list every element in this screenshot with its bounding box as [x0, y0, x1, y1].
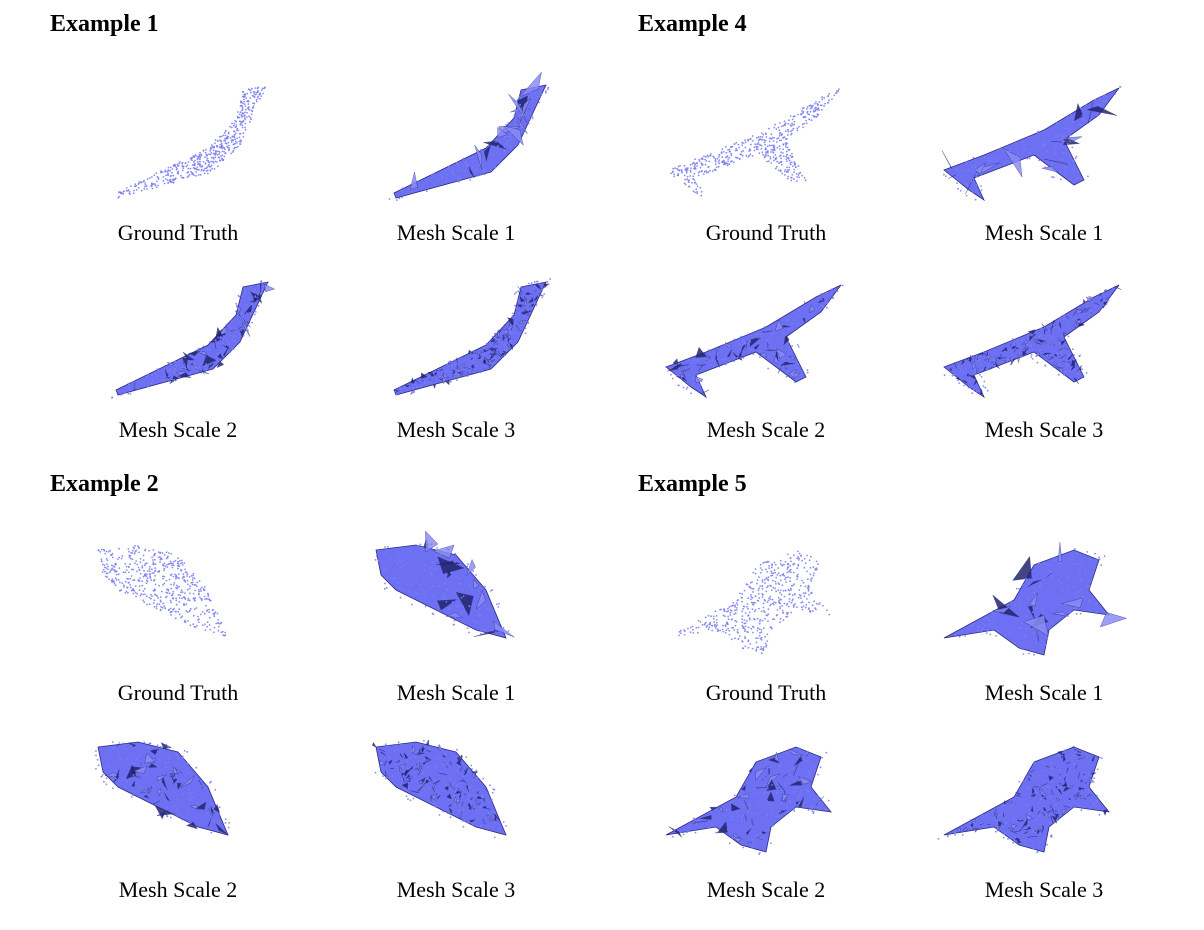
mesh-facets — [104, 741, 228, 835]
mesh-surface — [375, 741, 507, 836]
point-samples — [388, 86, 550, 202]
point-samples — [678, 550, 831, 655]
point-samples — [937, 749, 1103, 854]
mesh-icon — [937, 745, 1110, 854]
point-cloud-render — [58, 520, 298, 670]
example-title: Example 2 — [50, 471, 159, 497]
point-samples — [672, 747, 830, 856]
mesh-render — [58, 257, 298, 407]
mesh-render — [336, 257, 576, 407]
example-block-2: Example 2 Ground Truth Mesh Scale 1 Mesh… — [50, 470, 610, 920]
panel-caption: Mesh Scale 3 — [396, 877, 516, 902]
mesh-icon — [388, 71, 550, 202]
mesh-facets — [949, 285, 1122, 395]
mesh-facets — [992, 542, 1128, 642]
mesh-icon — [111, 280, 276, 399]
panel-caption: Mesh Scale 1 — [984, 680, 1104, 705]
mesh-render — [58, 717, 298, 867]
panel-caption: Mesh Scale 2 — [118, 877, 238, 902]
mesh-icon — [941, 86, 1122, 202]
mesh-render — [924, 717, 1164, 867]
point-cloud-render — [646, 60, 886, 210]
mesh-facets — [371, 739, 500, 830]
point-cloud-icon — [117, 86, 266, 199]
mesh-icon — [371, 739, 507, 839]
example-title: Example 5 — [638, 471, 747, 497]
mesh-surface — [393, 281, 547, 396]
mesh-icon — [943, 542, 1128, 656]
mesh-surface — [115, 281, 269, 396]
panel-caption: Ground Truth — [705, 680, 827, 705]
mesh-render — [646, 717, 886, 867]
mesh-facets — [394, 283, 550, 396]
panel-caption: Mesh Scale 1 — [396, 680, 516, 705]
point-samples — [374, 739, 507, 839]
point-samples — [111, 280, 268, 399]
mesh-render — [924, 257, 1164, 407]
panel-caption: Mesh Scale 1 — [984, 220, 1104, 245]
mesh-render — [336, 520, 576, 670]
mesh-icon — [665, 746, 832, 856]
example-block-1: Example 1 Ground Truth Mesh Scale 1 Mesh… — [50, 10, 610, 460]
panel-caption: Mesh Scale 3 — [396, 417, 516, 442]
example-title: Example 4 — [638, 11, 747, 37]
mesh-surface — [97, 741, 229, 836]
panel-caption: Mesh Scale 1 — [396, 220, 516, 245]
point-cloud-icon — [97, 545, 227, 637]
mesh-surface — [665, 746, 832, 853]
mesh-icon — [95, 741, 231, 836]
point-samples — [670, 284, 844, 395]
example-title: Example 1 — [50, 11, 159, 37]
panel-caption: Mesh Scale 3 — [984, 877, 1104, 902]
mesh-render — [336, 60, 576, 210]
point-samples — [374, 543, 510, 635]
panel-caption: Mesh Scale 2 — [706, 417, 826, 442]
panel-caption: Mesh Scale 2 — [706, 877, 826, 902]
point-samples — [97, 545, 227, 637]
point-cloud-render — [58, 60, 298, 210]
mesh-icon — [665, 284, 844, 399]
mesh-surface — [943, 746, 1110, 853]
mesh-surface — [393, 84, 547, 199]
mesh-render — [336, 717, 576, 867]
mesh-icon — [943, 284, 1122, 399]
point-samples — [394, 278, 552, 396]
point-cloud-icon — [678, 550, 831, 655]
mesh-render — [646, 257, 886, 407]
mesh-icon — [374, 530, 515, 639]
panel-caption: Mesh Scale 3 — [984, 417, 1104, 442]
point-samples — [95, 741, 231, 834]
example-block-5: Example 5 Ground Truth Mesh Scale 1 Mesh… — [638, 470, 1198, 920]
mesh-facets — [423, 530, 515, 638]
mesh-facets — [941, 101, 1117, 195]
panel-caption: Mesh Scale 2 — [118, 417, 238, 442]
point-cloud-icon — [670, 88, 840, 197]
example-block-4: Example 4 Ground Truth Mesh Scale 1 Mesh… — [638, 10, 1198, 460]
panel-caption: Ground Truth — [705, 220, 827, 245]
point-samples — [943, 288, 1114, 394]
panel-caption: Ground Truth — [117, 680, 239, 705]
mesh-render — [924, 60, 1164, 210]
point-samples — [943, 86, 1122, 201]
point-samples — [955, 548, 1106, 656]
mesh-icon — [393, 278, 552, 396]
mesh-surface — [943, 284, 1120, 399]
panel-caption: Ground Truth — [117, 220, 239, 245]
point-samples — [670, 88, 840, 197]
point-cloud-render — [646, 520, 886, 670]
point-samples — [117, 86, 266, 199]
mesh-render — [924, 520, 1164, 670]
